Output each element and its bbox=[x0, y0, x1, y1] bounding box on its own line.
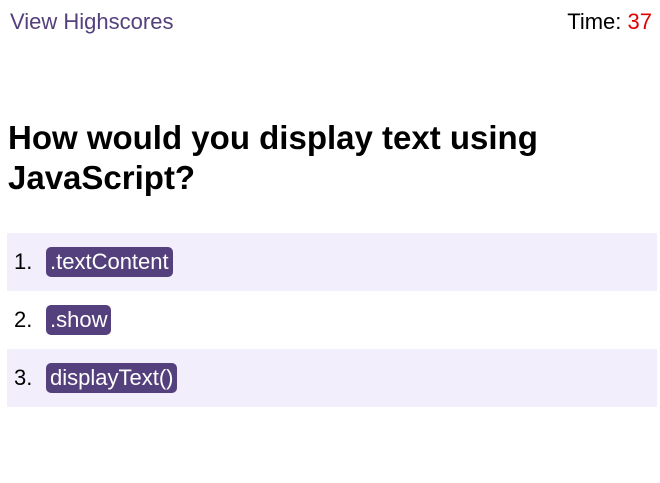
top-bar: View Highscores Time: 37 bbox=[10, 8, 652, 36]
timer: Time: 37 bbox=[567, 9, 652, 35]
answer-number: 1. bbox=[14, 249, 33, 274]
answer-number: 2. bbox=[14, 307, 33, 332]
timer-value: 37 bbox=[627, 9, 652, 34]
answer-button[interactable]: .show bbox=[46, 305, 112, 335]
answer-item: 2. .show bbox=[7, 291, 657, 349]
answer-button[interactable]: .textContent bbox=[46, 247, 173, 277]
answer-list: 1. .textContent 2. .show 3. displayText(… bbox=[7, 233, 657, 407]
answer-number: 3. bbox=[14, 365, 33, 390]
view-highscores-link[interactable]: View Highscores bbox=[10, 9, 174, 34]
answer-item: 1. .textContent bbox=[7, 233, 657, 291]
answer-button[interactable]: displayText() bbox=[46, 363, 178, 393]
answer-item: 3. displayText() bbox=[7, 349, 657, 407]
timer-label: Time: bbox=[567, 9, 622, 34]
question-title: How would you display text using JavaScr… bbox=[8, 119, 538, 196]
